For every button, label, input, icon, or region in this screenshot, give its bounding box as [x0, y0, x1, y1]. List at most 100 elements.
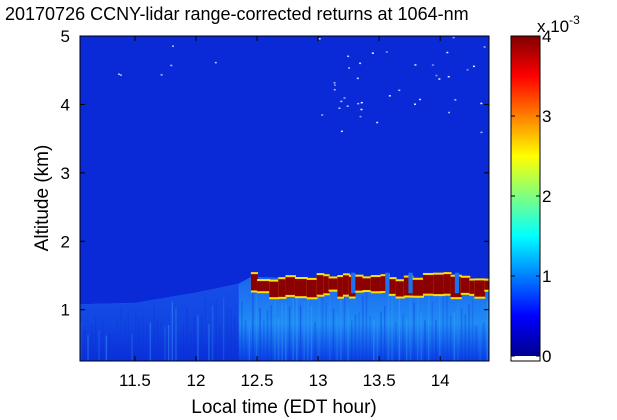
boundary-layer-streak — [167, 324, 170, 361]
cloud-core — [328, 278, 339, 290]
noise-speckle — [348, 67, 351, 69]
cloud-core — [294, 278, 308, 297]
noise-speckle — [414, 103, 417, 105]
cloud-core — [257, 281, 271, 292]
x-tick-label: 11.5 — [119, 371, 151, 390]
colorbar-tick-label: 3 — [542, 107, 551, 126]
boundary-layer-streak — [343, 291, 346, 361]
noise-speckle — [360, 108, 363, 111]
noise-speckle — [118, 73, 121, 75]
boundary-layer-streak — [237, 321, 239, 361]
y-tick-label: 5 — [61, 27, 70, 46]
y-axis-label: Altitude (km) — [32, 145, 53, 252]
cloud-core — [323, 276, 330, 294]
boundary-layer-streak — [475, 325, 478, 361]
boundary-layer-streak — [281, 302, 283, 361]
noise-speckle — [333, 82, 336, 84]
boundary-layer-streak — [409, 294, 412, 361]
boundary-layer-streak — [398, 296, 401, 361]
boundary-layer-streak — [200, 314, 203, 361]
noise-speckle — [472, 65, 475, 68]
boundary-layer-streak — [219, 325, 221, 361]
noise-speckle — [333, 88, 336, 91]
boundary-layer-streak — [394, 321, 397, 361]
boundary-layer-streak — [226, 309, 228, 361]
boundary-layer-streak — [241, 301, 243, 361]
noise-speckle — [343, 97, 346, 99]
noise-speckles — [118, 36, 489, 134]
noise-speckle — [466, 69, 469, 71]
noise-speckle — [438, 78, 441, 80]
boundary-layer-streak — [244, 320, 247, 361]
noise-speckle — [388, 95, 391, 97]
boundary-layer-streak — [266, 310, 269, 361]
noise-speckle — [318, 38, 321, 40]
boundary-layer-streak — [112, 331, 115, 361]
boundary-layer-streak — [449, 316, 452, 361]
boundary-layer-streak — [380, 311, 382, 361]
boundary-layer-streak — [186, 307, 188, 361]
noise-speckle — [333, 84, 336, 86]
boundary-layer-streak — [358, 311, 360, 361]
cloud-core — [278, 279, 287, 297]
boundary-layer-streak — [98, 330, 100, 361]
colorbar-frame — [510, 35, 541, 362]
cloud-core — [412, 279, 424, 296]
noise-speckle — [170, 64, 173, 67]
boundary-layer-streak — [116, 316, 119, 361]
boundary-layer-streak — [486, 300, 489, 361]
colorbar-ticks: 0 1 2 3 4 — [511, 27, 551, 366]
boundary-layer-streak — [277, 318, 280, 361]
boundary-layer-streak — [211, 305, 214, 361]
boundary-layer-streak — [222, 297, 225, 361]
cloud-core — [269, 281, 280, 298]
boundary-layer-streak — [431, 301, 434, 361]
cloud-layer — [250, 272, 489, 300]
boundary-layer-streak — [204, 298, 206, 361]
boundary-layer-streak — [457, 302, 459, 361]
noise-speckle — [171, 45, 174, 47]
noise-speckle — [359, 115, 362, 118]
noise-speckle — [356, 77, 359, 80]
boundary-layer-streak — [332, 308, 335, 361]
colorbar-exponent-power: -3 — [569, 13, 580, 27]
noise-speckle — [448, 111, 451, 114]
plot-frame — [79, 35, 490, 362]
boundary-layer-streak — [362, 295, 364, 361]
boundary-layer-streak — [479, 325, 481, 361]
boundary-layer-streak — [274, 286, 276, 361]
boundary-layer-streak — [402, 314, 404, 361]
noise-speckle — [214, 61, 217, 64]
boundary-layer-streak — [83, 330, 86, 361]
boundary-layer-streak — [193, 316, 196, 361]
boundary-layer-streak — [145, 321, 148, 361]
cloud-core — [443, 274, 452, 294]
noise-speckle — [321, 114, 324, 116]
noise-speckle — [376, 121, 379, 124]
boundary-layer-streak — [164, 326, 166, 361]
boundary-layer-streak — [178, 331, 181, 361]
boundary-layer-streak — [420, 312, 423, 361]
boundary-layer-streak — [296, 283, 298, 361]
boundary-layer-streak — [446, 291, 448, 361]
cloud-core — [469, 280, 476, 294]
boundary-layer-streak — [471, 300, 474, 361]
boundary-layer-streak — [175, 308, 177, 361]
boundary-layer-streak — [215, 299, 217, 361]
x-tick-label: 14 — [431, 371, 450, 390]
chart-title: 20170726 CCNY-lidar range-corrected retu… — [5, 4, 469, 24]
cloud-core — [342, 275, 350, 295]
colorbar-tick-label: 2 — [542, 187, 551, 206]
boundary-layer-streak — [387, 290, 390, 361]
colorbar-tick-label: 4 — [542, 27, 551, 46]
boundary-layer-streak — [105, 335, 108, 361]
cloud-core — [337, 277, 344, 297]
boundary-layer-streak — [351, 320, 353, 361]
cloud-core — [388, 279, 397, 294]
cloud-core — [474, 280, 486, 297]
boundary-layer-streak — [438, 296, 441, 361]
boundary-layer — [80, 276, 489, 361]
boundary-layer-streak — [453, 312, 456, 361]
boundary-layer-streak — [120, 307, 122, 361]
y-axis-ticks: 1 2 3 4 5 — [61, 27, 489, 320]
